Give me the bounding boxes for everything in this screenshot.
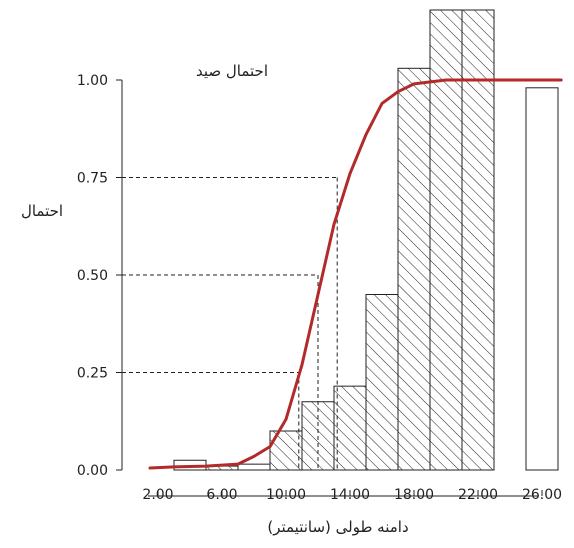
x-tick-label: 10.00: [266, 487, 306, 503]
histogram-bar: [429, 9, 463, 471]
histogram-bar: [365, 294, 399, 471]
y-tick-label: 1.00: [77, 73, 108, 89]
histogram-bar: [333, 385, 367, 471]
x-axis-title: دامنه طولی (سانتیمتر): [267, 518, 408, 536]
histogram-bar: [525, 87, 559, 471]
histogram-bar: [461, 9, 495, 471]
histogram-bar: [237, 463, 271, 471]
x-tick-label: 22.00: [458, 487, 498, 503]
y-tick-label: 0.50: [77, 268, 108, 284]
histogram-bar: [397, 67, 431, 471]
y-tick-label: 0.75: [77, 171, 108, 187]
x-tick-label: 14.00: [330, 487, 370, 503]
probability-curve: [148, 78, 563, 470]
y-tick-label: 0.00: [77, 463, 108, 479]
reference-lines: [122, 177, 338, 470]
x-tick-label: 6.00: [206, 487, 237, 503]
x-ticks: 2.00 6.00 10.00 14.00 18.00 22.00 26.00: [142, 487, 562, 503]
x-tick-label: 18.00: [394, 487, 434, 503]
chart-title: احتمال صید: [196, 62, 268, 80]
y-axis-title: احتمال: [21, 202, 63, 220]
y-tick-label: 0.25: [77, 366, 108, 382]
curve-line: [148, 78, 563, 470]
y-ticks: 0.00 0.25 0.50 0.75 1.00: [77, 73, 122, 479]
x-tick-label: 26.00: [522, 487, 562, 503]
x-tick-label: 2.00: [142, 487, 173, 503]
